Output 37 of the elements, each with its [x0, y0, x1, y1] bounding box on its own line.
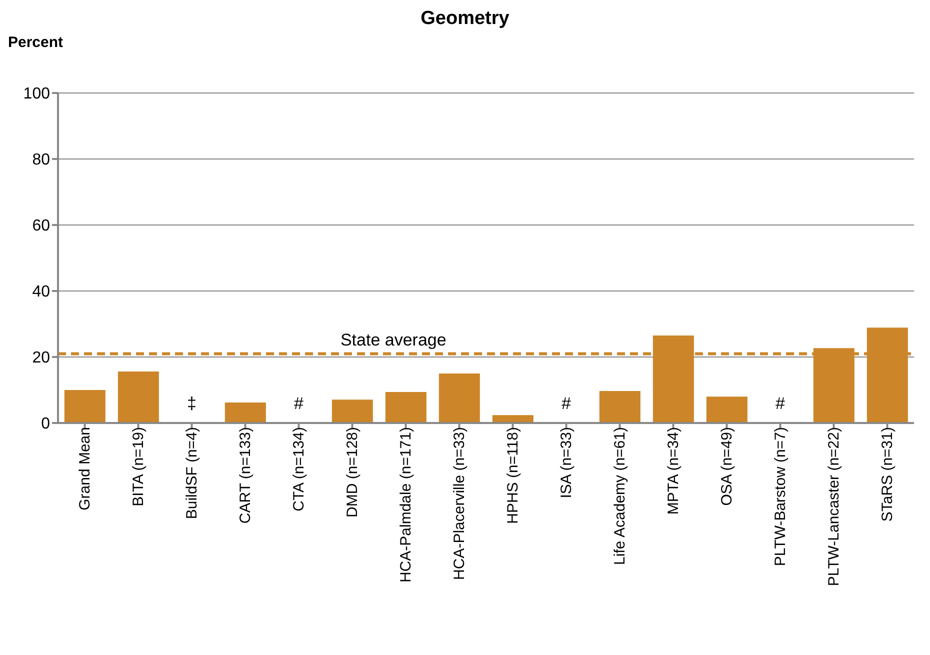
bar [706, 396, 748, 423]
annotation: # [776, 394, 786, 414]
annotation: # [562, 394, 572, 414]
x-tick-label: PLTW-Lancaster (n=22) [825, 427, 842, 586]
ref-line-label: State average [340, 330, 446, 350]
bar [224, 402, 266, 423]
x-tick-label: HCA-Placerville (n=33) [450, 427, 468, 580]
y-tick-label: 80 [32, 152, 50, 169]
bar [599, 390, 640, 423]
chart-title: Geometry [420, 8, 510, 30]
bar [64, 390, 106, 423]
x-tick-label: HPHS (n=118) [504, 427, 522, 524]
x-tick-label: CART (n=133) [236, 426, 254, 524]
x-tick-label: PLTW-Barstow (n=7) [772, 427, 789, 566]
x-tick-label: OSA (n=49) [718, 427, 736, 506]
x-tick-label: Grand Mean [76, 427, 94, 510]
x-tick-label: BITA (n=19) [130, 426, 147, 506]
y-tick-label: 0 [41, 416, 50, 433]
annotation: ‡ [187, 394, 196, 414]
bar [438, 374, 480, 423]
y-axis-title: Percent [8, 34, 64, 51]
x-tick-label: ISA (n=33) [558, 427, 575, 498]
x-tick-label: Life Academy (n=61) [611, 427, 628, 565]
x-tick-label: DMD (n=128) [344, 427, 361, 518]
y-tick-label: 60 [32, 218, 50, 235]
x-tick-label: HCA-Palmdale (n=171) [397, 427, 414, 582]
y-tick-label: 20 [32, 350, 50, 367]
y-tick-label: 40 [32, 284, 50, 301]
y-tick-label: 100 [23, 86, 50, 103]
bar [332, 400, 373, 423]
x-tick-label: MPTA (n=34) [664, 426, 682, 515]
bar [385, 392, 426, 423]
x-tick-label: BuildSF (n=4) [183, 426, 200, 520]
x-tick-label: STaRS (n=31) [878, 427, 896, 522]
bar [118, 372, 159, 423]
x-tick-label: CTA (n=134) [290, 427, 308, 512]
annotation: # [294, 394, 304, 414]
